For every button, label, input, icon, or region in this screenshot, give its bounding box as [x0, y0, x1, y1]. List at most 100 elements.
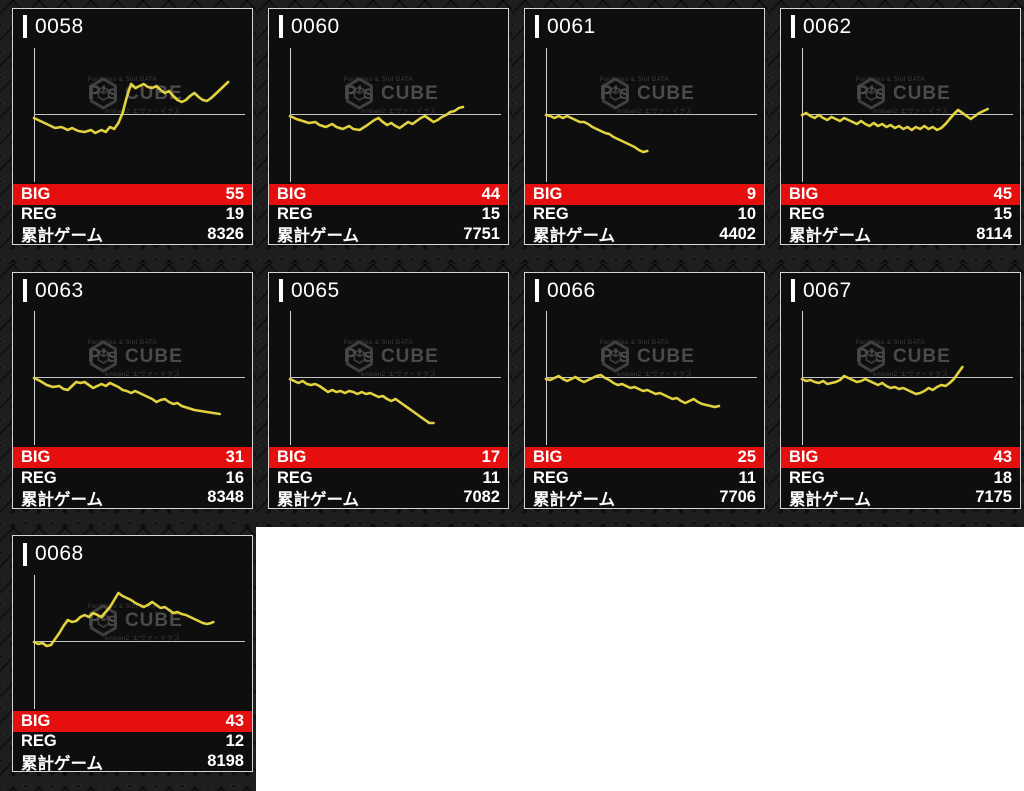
total-games-row: 累計ゲーム 8326	[13, 224, 252, 244]
total-games-label: 累計ゲーム	[789, 227, 872, 245]
stat-rows: BIG 55 REG 19 累計ゲーム 8326	[13, 183, 252, 244]
total-games-label: 累計ゲーム	[21, 754, 104, 773]
big-value: 25	[737, 448, 756, 467]
slump-chart: Pachinko & Slot DATA P's CUBE enban2 エヴァ…	[269, 308, 508, 447]
total-games-label: 累計ゲーム	[789, 490, 872, 509]
big-value: 43	[993, 448, 1012, 467]
total-games-row: 累計ゲーム 7706	[525, 488, 764, 507]
chart-zero-line	[290, 377, 501, 379]
reg-label: REG	[21, 205, 57, 224]
stat-rows: BIG 45 REG 15 累計ゲーム 8114	[781, 183, 1020, 245]
slump-line	[288, 378, 435, 425]
reg-row: REG 18	[781, 468, 1020, 488]
big-row: BIG 55	[13, 183, 252, 205]
total-games-value: 8114	[976, 224, 1012, 243]
machine-number: 0061	[547, 14, 596, 38]
reg-label: REG	[789, 468, 825, 487]
big-row: BIG 43	[13, 711, 252, 733]
header-accent-bar	[279, 15, 283, 39]
slump-line	[800, 366, 964, 396]
total-games-value: 7751	[463, 224, 500, 243]
stat-rows: BIG 43 REG 12 累計ゲーム 8198	[13, 711, 252, 771]
reg-value: 11	[482, 468, 500, 487]
machine-card[interactable]: 0062 Pachinko & Slot DATA P's CUBE	[780, 8, 1021, 245]
machine-card[interactable]: 0066 Pachinko & Slot DATA P's CUBE	[524, 271, 765, 509]
card-header: 0058	[13, 9, 252, 45]
machine-cell: 0058 Pachinko & Slot DATA P's CUBE	[0, 0, 256, 264]
slump-line	[544, 113, 649, 154]
machine-number: 0066	[547, 278, 596, 302]
total-games-row: 累計ゲーム 7175	[781, 488, 1020, 509]
big-row: BIG 31	[13, 447, 252, 469]
header-accent-bar	[791, 15, 795, 39]
slump-line	[32, 80, 230, 135]
reg-value: 15	[481, 205, 500, 224]
machine-number: 0067	[803, 278, 852, 302]
big-label: BIG	[789, 448, 819, 467]
chart-y-axis	[34, 47, 35, 182]
reg-value: 11	[738, 468, 756, 487]
reg-value: 19	[225, 205, 244, 224]
machine-cell: 0063 Pachinko & Slot DATA P's CUBE	[0, 263, 256, 528]
reg-row: REG 12	[13, 732, 252, 752]
big-label: BIG	[21, 712, 51, 731]
slump-line	[544, 374, 721, 409]
header-accent-bar	[23, 542, 27, 566]
machine-card[interactable]: 0060 Pachinko & Slot DATA P's CUBE	[268, 8, 509, 245]
machine-card[interactable]: 0063 Pachinko & Slot DATA P's CUBE	[12, 271, 253, 509]
machine-card[interactable]: 0058 Pachinko & Slot DATA P's CUBE	[12, 8, 253, 245]
chart-zero-line	[546, 113, 757, 115]
header-accent-bar	[23, 15, 27, 39]
slump-chart: Pachinko & Slot DATA P's CUBE enban2 エヴァ…	[13, 308, 252, 447]
card-header: 0065	[269, 273, 508, 309]
reg-row: REG 15	[269, 205, 508, 225]
slump-line	[32, 591, 215, 648]
reg-row: REG 15	[781, 205, 1020, 225]
machine-number: 0062	[803, 14, 852, 38]
total-games-row: 累計ゲーム 4402	[525, 224, 764, 244]
chart-zero-line	[34, 641, 245, 643]
machine-card[interactable]: 0068 Pachinko & Slot DATA P's CUBE	[12, 535, 253, 773]
total-games-row: 累計ゲーム 7082	[269, 488, 508, 507]
machine-cell: 0065 Pachinko & Slot DATA P's CUBE	[256, 263, 512, 528]
header-accent-bar	[535, 279, 539, 303]
total-games-value: 4402	[719, 224, 756, 243]
header-accent-bar	[23, 279, 27, 303]
reg-label: REG	[277, 468, 313, 487]
header-accent-bar	[535, 15, 539, 39]
total-games-label: 累計ゲーム	[277, 227, 360, 245]
total-games-value: 7082	[463, 488, 500, 507]
total-games-label: 累計ゲーム	[533, 227, 616, 245]
total-games-value: 8198	[207, 752, 244, 771]
card-header: 0063	[13, 273, 252, 309]
machine-card[interactable]: 0061 Pachinko & Slot DATA P's CUBE	[524, 8, 765, 245]
reg-label: REG	[533, 468, 569, 487]
machine-card[interactable]: 0067 Pachinko & Slot DATA P's CUBE	[780, 271, 1021, 509]
stat-rows: BIG 25 REG 11 累計ゲーム 7706	[525, 447, 764, 508]
machine-cell: 0067 Pachinko & Slot DATA P's CUBE	[768, 263, 1024, 528]
total-games-row: 累計ゲーム 8348	[13, 488, 252, 507]
slump-line	[800, 107, 989, 132]
big-row: BIG 44	[269, 183, 508, 205]
total-games-label: 累計ゲーム	[21, 227, 104, 245]
chart-zero-line	[802, 377, 1013, 379]
reg-value: 10	[737, 205, 756, 224]
stat-rows: BIG 43 REG 18 累計ゲーム 7175	[781, 447, 1020, 509]
chart-zero-line	[802, 113, 1013, 115]
machine-card[interactable]: 0065 Pachinko & Slot DATA P's CUBE	[268, 271, 509, 509]
total-games-row: 累計ゲーム 7751	[269, 224, 508, 244]
big-row: BIG 45	[781, 183, 1020, 205]
big-row: BIG 25	[525, 447, 764, 469]
reg-label: REG	[277, 205, 313, 224]
machine-number: 0058	[35, 14, 84, 38]
big-label: BIG	[533, 184, 563, 203]
big-label: BIG	[21, 184, 51, 203]
chart-zero-line	[34, 113, 245, 115]
card-header: 0066	[525, 273, 764, 309]
machine-number: 0060	[291, 14, 340, 38]
slump-chart: Pachinko & Slot DATA P's CUBE enban2 エヴァ…	[525, 308, 764, 447]
machine-cell: 0066 Pachinko & Slot DATA P's CUBE	[512, 263, 768, 528]
big-label: BIG	[277, 184, 307, 203]
machine-cell: 0060 Pachinko & Slot DATA P's CUBE	[256, 0, 512, 264]
